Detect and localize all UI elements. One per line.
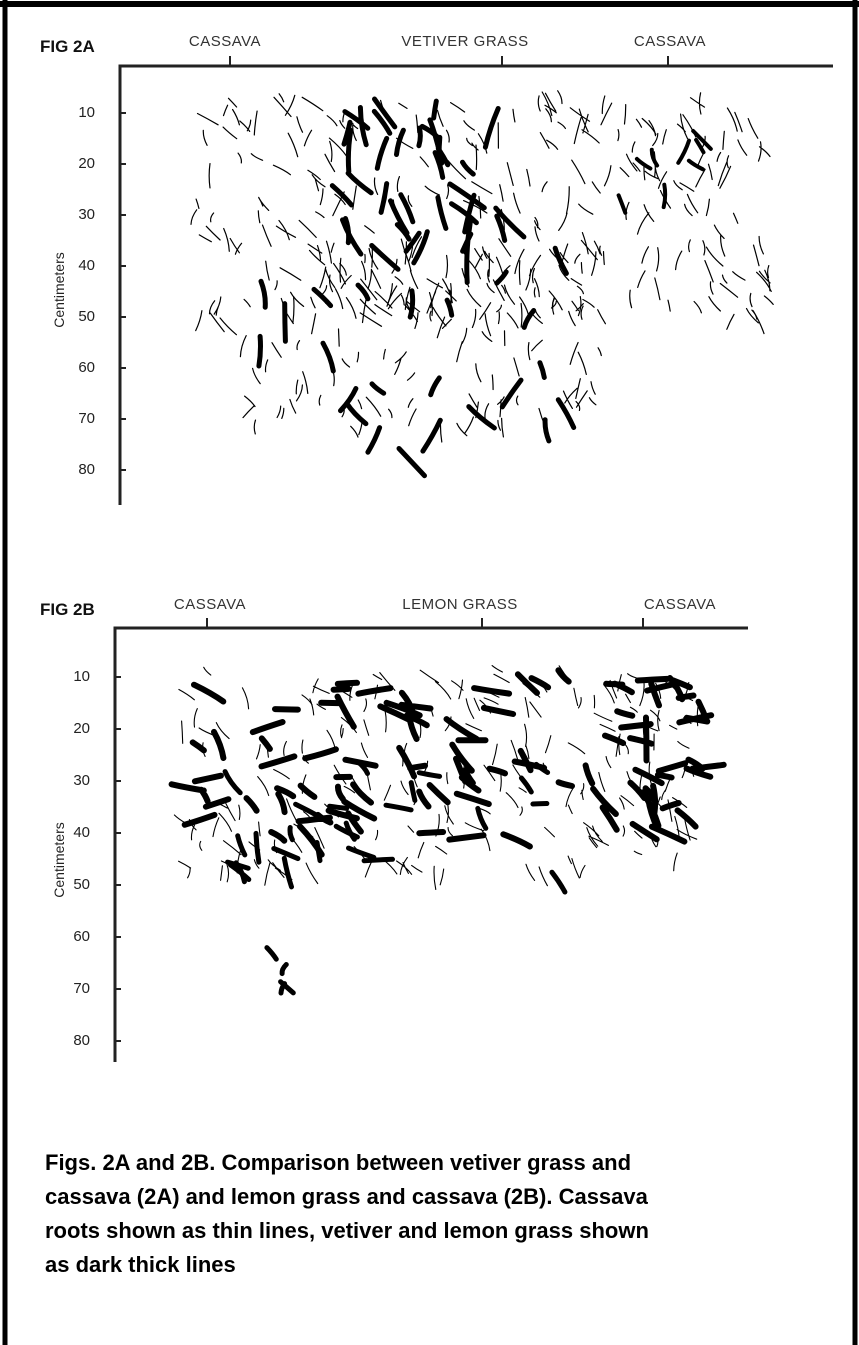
- depth-tick-label: 10: [73, 668, 90, 685]
- depth-tick-label: 70: [78, 410, 95, 427]
- caption-line: cassava (2A) and lemon grass and cassava…: [45, 1184, 649, 1209]
- depth-tick-label: 80: [78, 461, 95, 478]
- root-strokes: [619, 131, 711, 213]
- root-strokes: [225, 762, 565, 892]
- depth-tick-label: 80: [73, 1032, 90, 1049]
- column-label: LEMON GRASS: [402, 596, 518, 613]
- column-label: CASSAVA: [174, 596, 246, 613]
- depth-tick-label: 50: [73, 876, 90, 893]
- root-drawings: [172, 91, 774, 993]
- depth-tick-label: 70: [73, 980, 90, 997]
- depth-tick-label: 60: [73, 928, 90, 945]
- depth-tick-label: 20: [78, 155, 95, 172]
- depth-tick-label: 40: [73, 824, 90, 841]
- depth-tick-label: 40: [78, 257, 95, 274]
- root-strokes: [172, 670, 724, 854]
- column-label: CASSAVA: [644, 596, 716, 613]
- figure-label: FIG 2B: [40, 600, 95, 619]
- frame: [0, 0, 859, 1345]
- root-strokes: [332, 99, 524, 283]
- column-label: CASSAVA: [189, 33, 261, 50]
- caption-line: as dark thick lines: [45, 1252, 236, 1277]
- depth-tick-label: 60: [78, 359, 95, 376]
- column-label: CASSAVA: [634, 33, 706, 50]
- depth-tick-label: 30: [73, 772, 90, 789]
- axis-label: Centimeters: [51, 252, 67, 327]
- depth-tick-label: 30: [78, 206, 95, 223]
- depth-tick-label: 20: [73, 720, 90, 737]
- caption-line: Figs. 2A and 2B. Comparison between veti…: [45, 1150, 631, 1175]
- figure-label: FIG 2A: [40, 37, 95, 56]
- root-strokes: [191, 91, 773, 336]
- column-label: VETIVER GRASS: [401, 33, 528, 50]
- depth-tick-label: 10: [78, 104, 95, 121]
- axis-label: Centimeters: [51, 822, 67, 897]
- depth-tick-label: 50: [78, 308, 95, 325]
- axis: [120, 66, 833, 505]
- root-strokes: [259, 233, 574, 476]
- caption-line: roots shown as thin lines, vetiver and l…: [45, 1218, 649, 1243]
- root-strokes: [235, 241, 601, 442]
- page: FIG 2A CASSAVA VETIVER GRASS CASSAVA 10 20 30 4…: [0, 0, 859, 1345]
- root-strokes: [267, 948, 293, 993]
